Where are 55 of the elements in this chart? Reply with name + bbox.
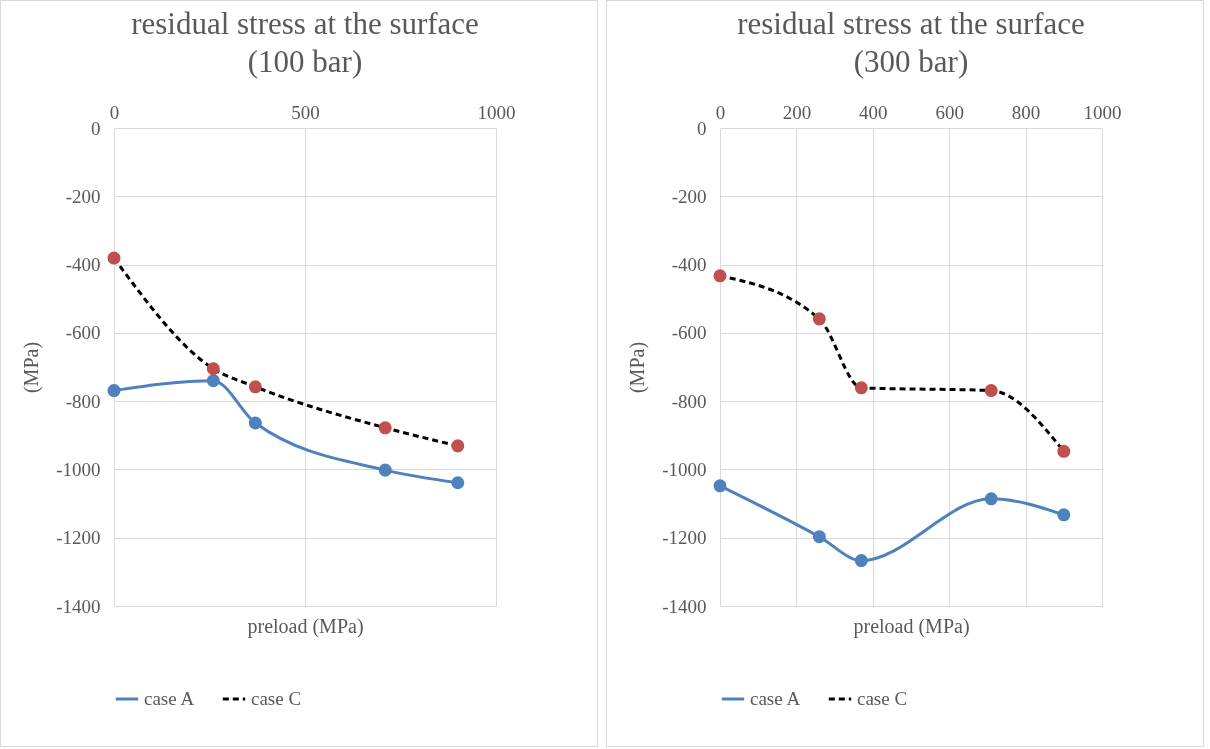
point — [378, 421, 392, 435]
y-tick-label: -800 — [671, 390, 707, 412]
y-tick-label: -200 — [671, 185, 707, 207]
point — [451, 439, 465, 453]
x-tick-label: 400 — [859, 101, 888, 123]
y-tick-label: -400 — [671, 254, 707, 276]
y-tick-label: -1000 — [56, 458, 101, 480]
point — [248, 380, 262, 394]
legend-label: case A — [144, 688, 195, 709]
point — [713, 479, 727, 493]
x-tick-label: 0 — [109, 101, 120, 123]
point — [854, 554, 868, 568]
x-tick-label: 500 — [291, 101, 320, 123]
y-tick-label: -400 — [65, 254, 101, 276]
point — [812, 312, 826, 326]
x-tick-label: 200 — [782, 101, 812, 123]
point — [451, 476, 465, 490]
point — [378, 463, 392, 477]
x-axis-title: preload (MPa) — [247, 614, 364, 638]
point — [812, 530, 826, 544]
y-tick-label: -1200 — [662, 527, 707, 549]
chart-title: residual stress at the surface (300 bar) — [737, 6, 1085, 79]
x-tick-label: 600 — [935, 101, 964, 123]
point — [713, 269, 727, 283]
point — [1057, 508, 1071, 522]
y-axis-title: (MPa) — [626, 341, 650, 394]
legend-label: case C — [857, 688, 908, 709]
y-tick-label: 0 — [697, 117, 707, 139]
point — [854, 381, 868, 395]
y-tick-label: -1400 — [56, 595, 101, 617]
x-tick-label: 1000 — [1083, 101, 1122, 123]
point — [107, 384, 121, 398]
y-axis-title: (MPa) — [20, 341, 44, 394]
x-tick-label: 800 — [1011, 101, 1041, 123]
y-tick-label: -600 — [671, 322, 707, 344]
y-tick-label: -600 — [65, 322, 101, 344]
point — [1057, 444, 1071, 458]
y-tick-label: 0 — [91, 117, 101, 139]
x-tick-label: 0 — [715, 101, 726, 123]
legend-label: case A — [750, 688, 801, 709]
point — [984, 384, 998, 398]
x-axis-title: preload (MPa) — [853, 614, 970, 638]
y-tick-label: -1400 — [662, 595, 707, 617]
y-tick-label: -1200 — [56, 527, 101, 549]
point — [206, 362, 220, 376]
x-tick-label: 1000 — [477, 101, 516, 123]
point — [206, 374, 220, 388]
y-tick-label: -1000 — [662, 458, 707, 480]
point — [984, 492, 998, 506]
y-tick-label: -800 — [65, 390, 101, 412]
point — [248, 416, 262, 430]
chart-title: residual stress at the surface (100 bar) — [131, 6, 479, 79]
legend-label: case C — [251, 688, 302, 709]
y-tick-label: -200 — [65, 185, 101, 207]
point — [107, 251, 121, 265]
